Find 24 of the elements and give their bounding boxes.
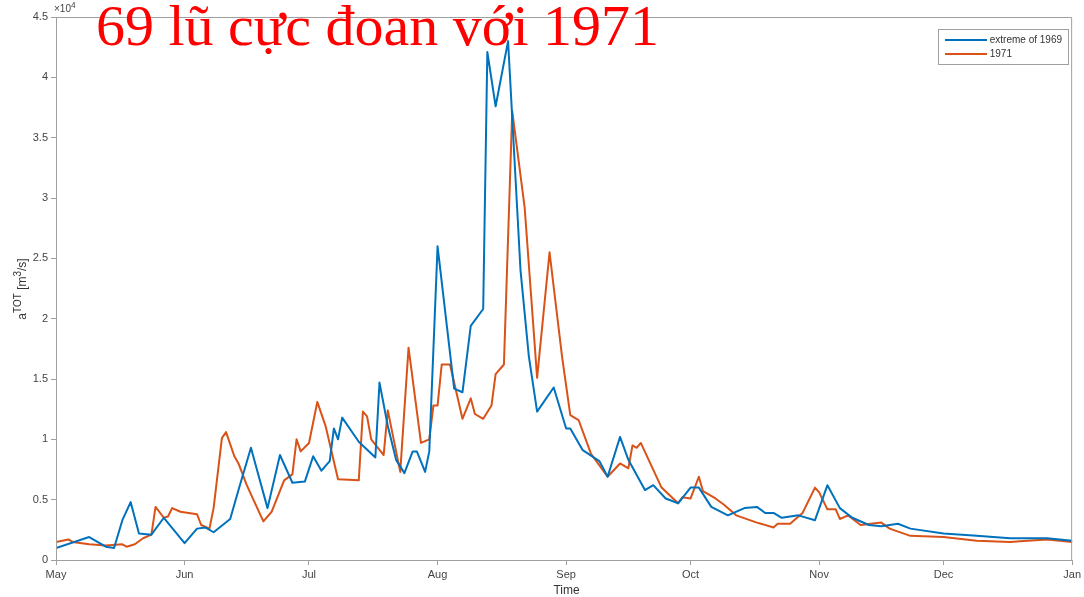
y-tick-label: 0.5: [32, 492, 48, 505]
x-tick-label: Jan: [1063, 567, 1082, 580]
y-tick-label: 4.5: [32, 10, 48, 23]
y-tick-label: 2: [41, 311, 48, 324]
text: ×10$^{4}$: [54, 0, 76, 15]
y-tick-label: 0: [41, 553, 48, 566]
x-tick-label: Nov: [809, 567, 830, 580]
y-tick-label: 1.5: [32, 372, 48, 385]
y-tick-label: 1: [41, 432, 48, 445]
legend-label: extreme of 1969: [989, 33, 1062, 47]
y-tick-label: 2.5: [32, 251, 48, 264]
x-tick-label: Oct: [682, 567, 700, 580]
y-tick-label: 3.5: [32, 130, 48, 143]
y-tick-label: 3: [41, 191, 48, 204]
chart-title: 69 lũ cực đoan với 1971: [96, 0, 660, 60]
x-tick-label: Dec: [933, 567, 954, 580]
legend-label: 1971: [989, 47, 1012, 61]
y-tick-label: 4: [41, 70, 48, 83]
x-tick-label: Aug: [427, 567, 448, 580]
x-tick-label: May: [45, 567, 67, 580]
x-axis-title: Time: [553, 583, 580, 597]
x-tick-label: Jul: [301, 567, 317, 580]
x-tick-label: Sep: [556, 567, 576, 580]
x-tick-label: Jun: [175, 567, 194, 580]
